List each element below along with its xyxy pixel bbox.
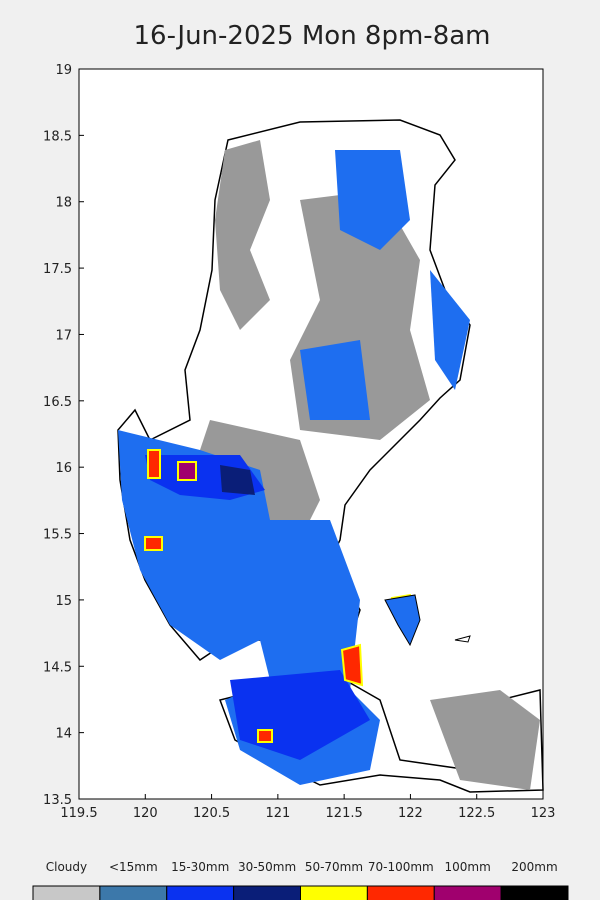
x-tick-label: 120.5 <box>193 806 230 821</box>
axes: 119.5 120 120.5 121 121.5 122 122.5 123 13.5 14 14… <box>43 63 555 821</box>
x-tick-label: 121 <box>265 806 290 821</box>
y-tick-label: 13.5 <box>43 793 72 808</box>
rain-heavy <box>220 465 255 495</box>
legend-swatch <box>99 885 168 900</box>
y-tick-label: 16 <box>55 461 72 476</box>
y-tick-label: 16.5 <box>43 395 72 410</box>
legend-swatch <box>433 885 502 900</box>
x-tick-label: 121.5 <box>326 806 363 821</box>
y-tick-label: 17 <box>55 328 72 343</box>
y-tick-label: 14 <box>55 727 72 742</box>
legend-swatch <box>233 885 301 900</box>
island <box>384 594 421 647</box>
legend-label: 30-50mm <box>238 860 296 874</box>
rain-heavy <box>147 449 161 479</box>
legend-swatch <box>366 885 435 900</box>
x-tick-label: 119.5 <box>60 806 97 821</box>
legend-swatch <box>500 885 569 900</box>
rain-light <box>300 340 370 420</box>
legend-swatch <box>300 885 368 900</box>
x-tick-label: 122 <box>398 806 423 821</box>
rain-light <box>430 270 470 390</box>
y-tick-label: 14.5 <box>43 660 72 675</box>
rain-heavy <box>340 643 364 687</box>
legend-label: 50-70mm <box>305 860 363 874</box>
y-tick-label: 15.5 <box>43 528 72 543</box>
x-tick-label: 120 <box>133 806 158 821</box>
legend-swatch <box>166 885 235 900</box>
legend: Cloudy <15mm 15-30mm 30-50mm 50-70mm 70-100mm… <box>32 860 569 900</box>
rain-cloudy <box>430 690 540 790</box>
y-tick-label: 17.5 <box>43 262 72 277</box>
legend-label: <15mm <box>109 860 158 874</box>
island <box>454 635 471 643</box>
rain-heavy <box>257 729 273 743</box>
legend-label: 200mm <box>511 860 557 874</box>
x-tick-label: 123 <box>531 806 556 821</box>
rain-heavy <box>144 536 163 551</box>
rain-cloudy <box>215 140 270 330</box>
rain-heavy <box>177 461 197 481</box>
legend-label: Cloudy <box>46 860 87 874</box>
rain-light <box>335 150 410 250</box>
y-tick-label: 19 <box>55 63 72 78</box>
y-tick-label: 18 <box>55 196 72 211</box>
y-tick-label: 18.5 <box>43 129 72 144</box>
legend-label: 100mm <box>445 860 491 874</box>
x-tick-label: 122.5 <box>458 806 495 821</box>
legend-label: 15-30mm <box>171 860 229 874</box>
chart-title: 16-Jun-2025 Mon 8pm-8am <box>134 21 491 51</box>
legend-label: 70-100mm <box>368 860 434 874</box>
map <box>117 119 544 793</box>
legend-swatch <box>32 885 101 900</box>
y-tick-label: 15 <box>55 594 72 609</box>
